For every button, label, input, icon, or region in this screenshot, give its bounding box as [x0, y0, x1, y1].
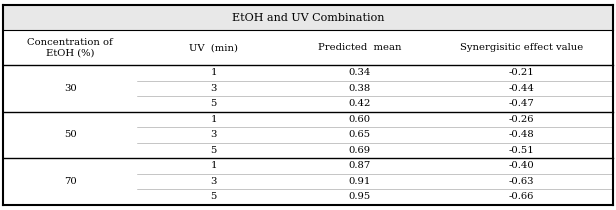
- Text: 1: 1: [210, 161, 217, 171]
- Text: 0.60: 0.60: [349, 115, 371, 124]
- Text: -0.66: -0.66: [509, 193, 534, 201]
- Text: 0.87: 0.87: [349, 161, 371, 171]
- Text: 70: 70: [64, 177, 76, 186]
- Text: 50: 50: [64, 130, 76, 139]
- Text: 3: 3: [210, 177, 217, 186]
- Text: -0.40: -0.40: [509, 161, 534, 171]
- Text: 0.34: 0.34: [349, 68, 371, 77]
- Text: -0.47: -0.47: [509, 99, 534, 108]
- Text: Synergisitic effect value: Synergisitic effect value: [460, 43, 583, 52]
- Text: 5: 5: [210, 146, 217, 155]
- Text: 3: 3: [210, 84, 217, 93]
- Text: 0.95: 0.95: [349, 193, 371, 201]
- Text: -0.44: -0.44: [508, 84, 535, 93]
- Text: 0.69: 0.69: [349, 146, 371, 155]
- Text: -0.26: -0.26: [509, 115, 534, 124]
- Text: 0.91: 0.91: [349, 177, 371, 186]
- Text: 0.38: 0.38: [349, 84, 371, 93]
- Text: 1: 1: [210, 115, 217, 124]
- Text: 30: 30: [64, 84, 76, 93]
- Text: -0.48: -0.48: [509, 130, 534, 139]
- Text: 0.65: 0.65: [349, 130, 371, 139]
- Text: 5: 5: [210, 99, 217, 108]
- Text: Concentration of
EtOH (%): Concentration of EtOH (%): [27, 38, 113, 57]
- Text: Predicted  mean: Predicted mean: [318, 43, 402, 52]
- Text: 5: 5: [210, 193, 217, 201]
- Text: UV  (min): UV (min): [189, 43, 238, 52]
- Text: 3: 3: [210, 130, 217, 139]
- Text: -0.63: -0.63: [509, 177, 534, 186]
- Text: EtOH and UV Combination: EtOH and UV Combination: [232, 13, 384, 23]
- Text: -0.51: -0.51: [509, 146, 534, 155]
- Text: -0.21: -0.21: [509, 68, 534, 77]
- Text: 0.42: 0.42: [349, 99, 371, 108]
- Text: 1: 1: [210, 68, 217, 77]
